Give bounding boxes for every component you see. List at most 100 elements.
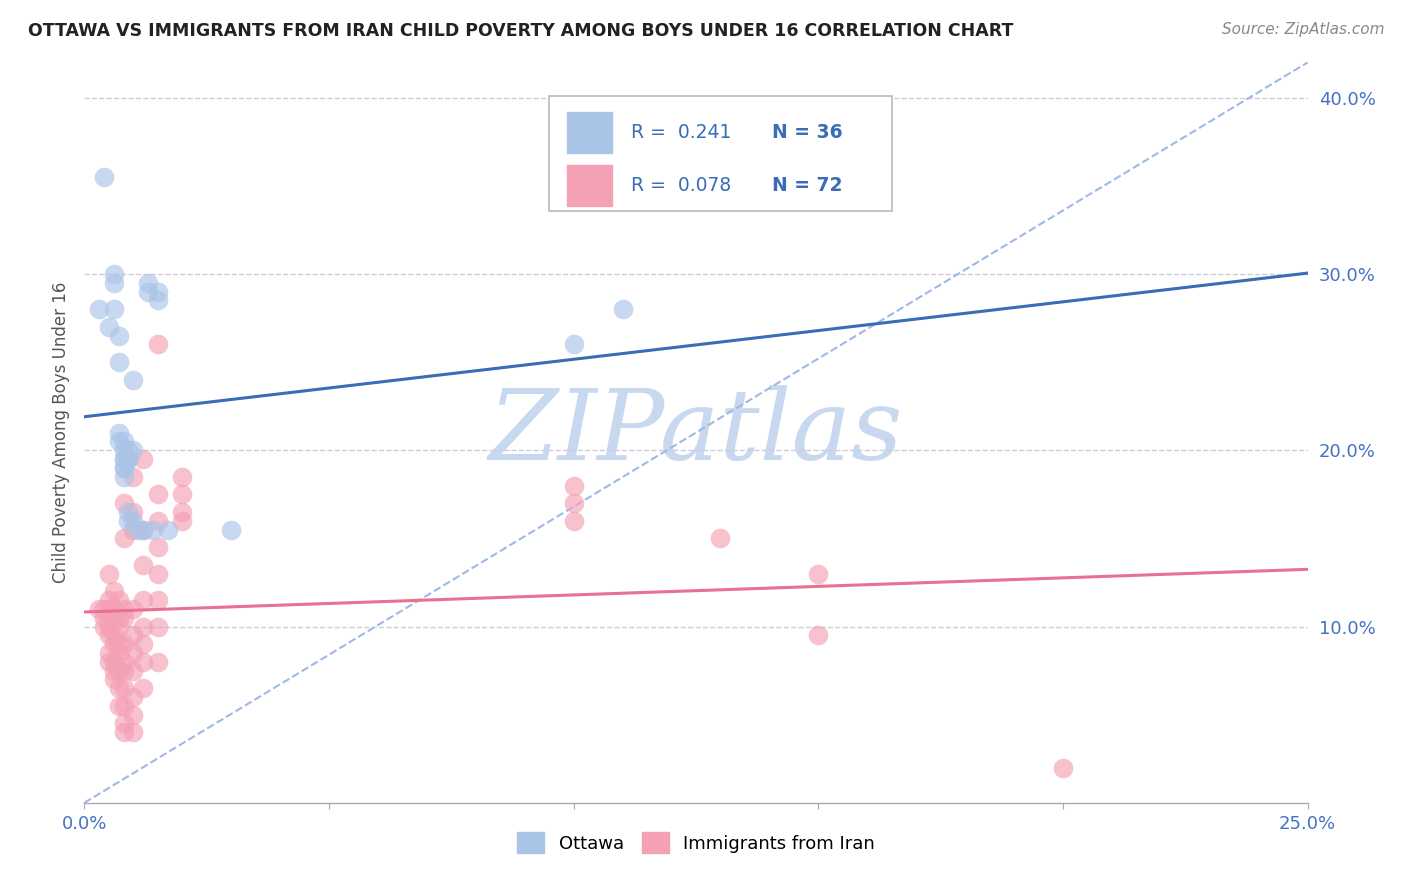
Point — [219, 523, 242, 537]
Point — [709, 532, 731, 546]
Point — [132, 593, 155, 607]
Point — [122, 725, 145, 739]
Point — [107, 646, 129, 660]
Point — [97, 655, 120, 669]
Point — [117, 443, 139, 458]
Point — [107, 664, 129, 678]
Point — [172, 505, 194, 519]
Point — [103, 664, 125, 678]
Point — [117, 452, 139, 467]
Point — [122, 602, 145, 616]
FancyBboxPatch shape — [567, 111, 613, 154]
Point — [562, 478, 585, 492]
Legend: Ottawa, Immigrants from Iran: Ottawa, Immigrants from Iran — [510, 825, 882, 861]
FancyBboxPatch shape — [567, 164, 613, 207]
Point — [562, 514, 585, 528]
Point — [103, 276, 125, 290]
Point — [122, 443, 145, 458]
Point — [112, 461, 135, 475]
Point — [146, 285, 169, 299]
Point — [107, 681, 129, 696]
Point — [112, 532, 135, 546]
Point — [103, 628, 125, 642]
Point — [122, 373, 145, 387]
Point — [146, 514, 169, 528]
Point — [122, 664, 145, 678]
Point — [97, 319, 120, 334]
Point — [132, 523, 155, 537]
FancyBboxPatch shape — [550, 95, 891, 211]
Point — [112, 443, 135, 458]
Point — [146, 566, 169, 581]
Text: N = 36: N = 36 — [772, 123, 842, 142]
Point — [807, 628, 830, 642]
Point — [97, 619, 120, 633]
Point — [112, 602, 135, 616]
Point — [87, 602, 110, 616]
Text: Source: ZipAtlas.com: Source: ZipAtlas.com — [1222, 22, 1385, 37]
Point — [112, 469, 135, 483]
Point — [107, 637, 129, 651]
Point — [117, 452, 139, 467]
Point — [122, 523, 145, 537]
Point — [103, 610, 125, 624]
Point — [107, 619, 129, 633]
Point — [103, 584, 125, 599]
Point — [97, 628, 120, 642]
Point — [132, 619, 155, 633]
Point — [146, 655, 169, 669]
Point — [146, 593, 169, 607]
Point — [112, 716, 135, 731]
Point — [117, 514, 139, 528]
Point — [146, 619, 169, 633]
Point — [612, 302, 634, 317]
Point — [112, 452, 135, 467]
Point — [156, 523, 179, 537]
Point — [132, 558, 155, 572]
Point — [132, 637, 155, 651]
Point — [122, 707, 145, 722]
Point — [146, 540, 169, 554]
Text: OTTAWA VS IMMIGRANTS FROM IRAN CHILD POVERTY AMONG BOYS UNDER 16 CORRELATION CHA: OTTAWA VS IMMIGRANTS FROM IRAN CHILD POV… — [28, 22, 1014, 40]
Point — [122, 505, 145, 519]
Point — [107, 355, 129, 369]
Point — [87, 302, 110, 317]
Point — [112, 664, 135, 678]
Text: R =  0.241: R = 0.241 — [631, 123, 731, 142]
Point — [93, 619, 115, 633]
Point — [146, 293, 169, 308]
Point — [112, 681, 135, 696]
Point — [112, 452, 135, 467]
Point — [122, 690, 145, 704]
Point — [107, 328, 129, 343]
Text: R =  0.078: R = 0.078 — [631, 176, 731, 194]
Point — [807, 566, 830, 581]
Point — [562, 496, 585, 510]
Point — [132, 523, 155, 537]
Point — [103, 655, 125, 669]
Y-axis label: Child Poverty Among Boys Under 16: Child Poverty Among Boys Under 16 — [52, 282, 70, 583]
Point — [112, 725, 135, 739]
Point — [132, 452, 155, 467]
Point — [122, 628, 145, 642]
Point — [136, 285, 159, 299]
Point — [172, 514, 194, 528]
Point — [122, 646, 145, 660]
Text: N = 72: N = 72 — [772, 176, 842, 194]
Point — [122, 514, 145, 528]
Point — [107, 593, 129, 607]
Point — [103, 637, 125, 651]
Point — [112, 461, 135, 475]
Point — [146, 487, 169, 501]
Point — [172, 469, 194, 483]
Point — [136, 276, 159, 290]
Point — [112, 637, 135, 651]
Point — [103, 602, 125, 616]
Point — [103, 267, 125, 281]
Point — [132, 681, 155, 696]
Point — [562, 337, 585, 351]
Point — [107, 425, 129, 440]
Point — [127, 523, 149, 537]
Point — [146, 337, 169, 351]
Point — [112, 496, 135, 510]
